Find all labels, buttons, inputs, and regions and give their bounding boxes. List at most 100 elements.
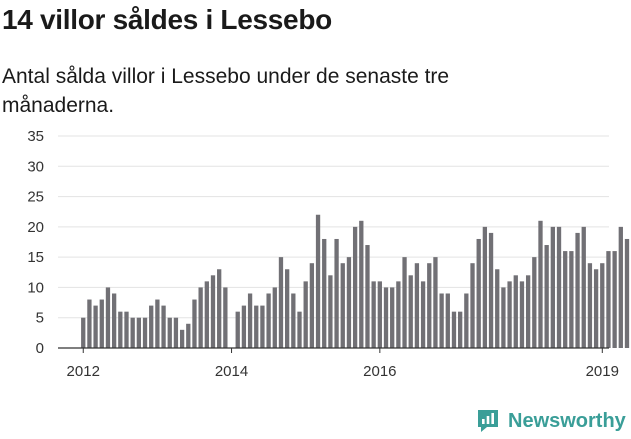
bar xyxy=(383,287,389,348)
bar xyxy=(525,275,531,348)
bar xyxy=(377,281,382,348)
bar xyxy=(340,263,345,348)
bar xyxy=(352,226,358,348)
y-tick-label: 10 xyxy=(27,279,44,296)
bar xyxy=(309,263,315,348)
bar xyxy=(186,323,191,348)
bar xyxy=(618,226,623,348)
bar xyxy=(130,317,135,348)
bar xyxy=(105,287,111,348)
bar xyxy=(550,226,555,348)
y-tick-label: 25 xyxy=(27,189,44,206)
bar xyxy=(322,238,327,348)
bar xyxy=(390,287,395,348)
bar xyxy=(464,293,469,348)
bar-chart: 0510152025303520122014201620192021202320… xyxy=(27,128,630,380)
bar xyxy=(93,305,98,348)
bar xyxy=(266,293,271,348)
bar xyxy=(606,251,611,348)
bar xyxy=(396,281,401,348)
bar xyxy=(451,311,457,348)
bar xyxy=(439,293,444,348)
bar xyxy=(408,275,413,348)
bar xyxy=(192,299,197,348)
bar xyxy=(507,281,512,348)
bar xyxy=(223,287,228,348)
y-tick-label: 35 xyxy=(27,128,44,145)
bar xyxy=(260,305,265,348)
bar xyxy=(81,317,86,348)
bar xyxy=(581,226,586,348)
y-tick-label: 20 xyxy=(27,219,44,236)
bar xyxy=(142,317,148,348)
bar xyxy=(575,232,580,348)
bar xyxy=(587,263,593,348)
bar xyxy=(519,281,525,348)
bar xyxy=(124,311,129,348)
x-tick-label: 2016 xyxy=(363,363,396,380)
bar xyxy=(334,238,339,348)
bar xyxy=(198,287,203,348)
bar xyxy=(167,317,172,348)
bar xyxy=(136,317,142,348)
bar xyxy=(476,238,481,348)
bar xyxy=(593,269,599,348)
bar xyxy=(402,257,407,348)
bar xyxy=(278,257,284,348)
bar xyxy=(210,275,216,348)
x-tick-label: 2012 xyxy=(67,363,100,380)
bar xyxy=(118,311,123,348)
bar xyxy=(241,305,247,348)
y-tick-label: 30 xyxy=(27,158,44,175)
bar xyxy=(544,245,549,348)
x-tick-label: 2014 xyxy=(215,363,248,380)
bar xyxy=(111,293,117,348)
bar xyxy=(532,257,537,348)
bar xyxy=(371,281,376,348)
bar xyxy=(427,263,432,348)
y-tick-label: 5 xyxy=(36,310,44,327)
bar xyxy=(272,287,277,348)
x-tick-label: 2019 xyxy=(586,363,619,380)
bar xyxy=(433,257,438,348)
bar xyxy=(495,269,500,348)
bar xyxy=(291,293,296,348)
bar xyxy=(217,269,222,348)
bar xyxy=(445,293,450,348)
bar xyxy=(247,293,253,348)
bar xyxy=(414,263,420,348)
bar xyxy=(600,263,605,348)
bar xyxy=(569,251,574,348)
bar xyxy=(458,311,463,348)
bar xyxy=(149,305,154,348)
bar xyxy=(346,257,352,348)
brand-block: Newsworthy xyxy=(476,406,626,436)
bar xyxy=(315,214,321,348)
bar xyxy=(87,299,92,348)
bar xyxy=(161,305,166,348)
bar xyxy=(470,263,475,348)
brand-name: Newsworthy xyxy=(508,409,626,432)
bar xyxy=(538,220,543,348)
bar xyxy=(235,311,240,348)
bar xyxy=(254,305,259,348)
bar xyxy=(612,251,617,348)
bar xyxy=(179,329,185,348)
bar xyxy=(328,275,333,348)
y-tick-label: 0 xyxy=(36,340,44,357)
bar xyxy=(173,317,179,348)
bar xyxy=(285,269,290,348)
bar xyxy=(359,220,364,348)
y-tick-label: 15 xyxy=(27,249,44,266)
bar xyxy=(482,226,488,348)
bar xyxy=(99,299,104,348)
newsworthy-logo-icon xyxy=(478,410,498,432)
bar xyxy=(297,311,302,348)
bar xyxy=(303,281,308,348)
bar xyxy=(563,251,568,348)
bar xyxy=(624,238,630,348)
bar xyxy=(501,287,506,348)
bar xyxy=(365,245,370,348)
bar xyxy=(556,226,562,348)
chart-subtitle: Antal sålda villor i Lessebo under de se… xyxy=(2,65,450,117)
